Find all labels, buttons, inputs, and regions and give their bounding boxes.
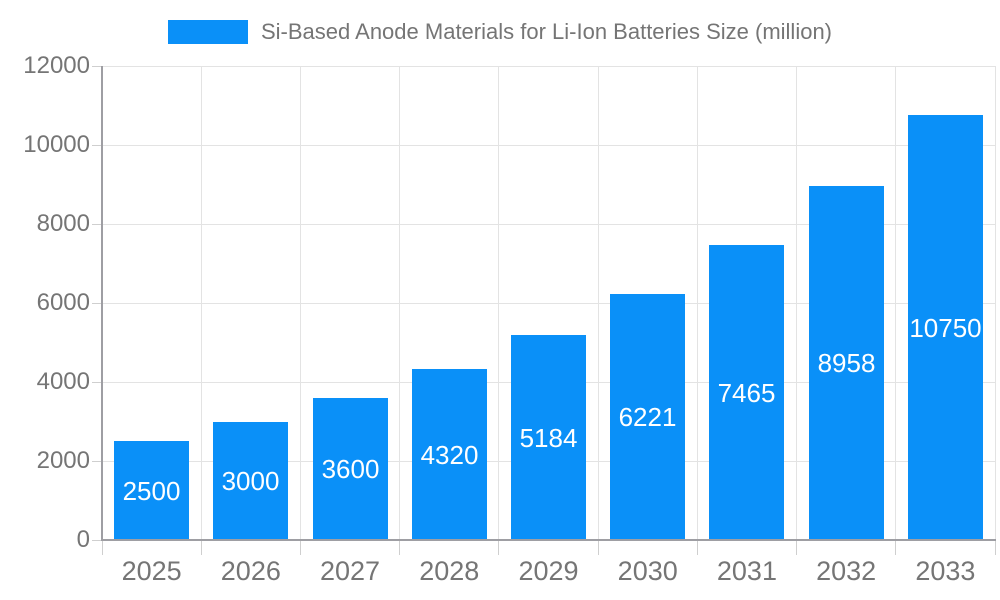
x-gridline xyxy=(994,66,996,540)
y-axis-label: 0 xyxy=(76,526,90,553)
y-axis-label: 8000 xyxy=(36,210,90,237)
x-gridline xyxy=(597,66,599,540)
y-axis-line xyxy=(101,66,103,541)
bar: 4320 xyxy=(412,369,487,540)
x-gridline xyxy=(696,66,698,540)
y-gridline xyxy=(102,144,995,146)
bar: 7465 xyxy=(709,245,784,540)
x-axis-tick xyxy=(399,540,401,555)
y-axis-tick xyxy=(92,381,102,383)
y-gridline xyxy=(102,302,995,304)
x-axis-label: 2025 xyxy=(121,556,182,586)
x-axis-tick xyxy=(597,540,599,555)
legend-label: Si-Based Anode Materials for Li-Ion Batt… xyxy=(260,19,833,44)
y-axis-label: 12000 xyxy=(23,52,90,79)
x-axis-tick xyxy=(895,540,897,555)
bar-value-label: 3000 xyxy=(221,465,280,496)
y-axis-label: 2000 xyxy=(36,447,90,474)
x-axis-label: 2031 xyxy=(716,556,777,586)
bar: 10750 xyxy=(908,115,983,540)
x-gridline xyxy=(796,66,798,540)
bar-value-label: 3600 xyxy=(321,453,380,484)
y-axis-label: 10000 xyxy=(23,131,90,158)
bar: 5184 xyxy=(511,335,586,540)
bar-value-label: 2500 xyxy=(122,475,181,506)
y-axis-label: 4000 xyxy=(36,368,90,395)
x-axis-tick xyxy=(796,540,798,555)
y-axis-tick xyxy=(92,460,102,462)
bar: 2500 xyxy=(114,441,189,540)
x-axis-tick xyxy=(498,540,500,555)
x-axis-tick xyxy=(994,540,996,555)
x-axis-label: 2027 xyxy=(320,556,381,586)
y-axis-tick xyxy=(92,65,102,67)
bar-value-label: 7465 xyxy=(717,377,776,408)
bar-value-label: 8958 xyxy=(817,348,876,379)
x-axis-tick xyxy=(299,540,301,555)
x-gridline xyxy=(200,66,202,540)
bar-value-label: 5184 xyxy=(519,422,578,453)
chart-legend: Si-Based Anode Materials for Li-Ion Batt… xyxy=(0,20,1000,44)
bar-value-label: 4320 xyxy=(420,439,479,470)
x-axis-tick xyxy=(200,540,202,555)
y-gridline xyxy=(102,65,995,67)
bar: 8958 xyxy=(809,186,884,540)
legend-swatch-icon xyxy=(167,20,248,44)
x-axis-label: 2033 xyxy=(915,556,976,586)
x-gridline xyxy=(498,66,500,540)
bar-value-label: 6221 xyxy=(618,402,677,433)
bar: 6221 xyxy=(610,294,685,540)
bar: 3000 xyxy=(213,421,288,540)
x-axis-line xyxy=(101,539,996,541)
y-gridline xyxy=(102,223,995,225)
x-axis-label: 2030 xyxy=(617,556,678,586)
x-gridline xyxy=(299,66,301,540)
x-gridline xyxy=(399,66,401,540)
y-axis-tick xyxy=(92,223,102,225)
x-axis-label: 2029 xyxy=(518,556,579,586)
bar: 3600 xyxy=(313,397,388,540)
x-axis-label: 2032 xyxy=(816,556,877,586)
x-axis-tick xyxy=(101,540,103,555)
y-axis-tick xyxy=(92,144,102,146)
x-axis-tick xyxy=(696,540,698,555)
x-axis-label: 2028 xyxy=(419,556,480,586)
x-gridline xyxy=(895,66,897,540)
y-axis-tick xyxy=(92,539,102,541)
y-axis-tick xyxy=(92,302,102,304)
x-axis-label: 2026 xyxy=(220,556,281,586)
bar-value-label: 10750 xyxy=(909,312,982,343)
y-axis-label: 6000 xyxy=(36,289,90,316)
